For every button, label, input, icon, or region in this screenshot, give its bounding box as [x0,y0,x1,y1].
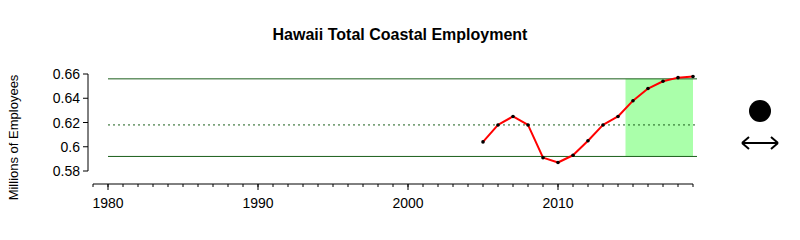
x-minor-tick [198,184,199,187]
x-tick-label: 1980 [92,195,123,211]
data-point [631,99,635,103]
highlight-range [626,79,694,157]
y-tick [83,74,88,75]
y-tick-label: 0.66 [53,66,80,82]
x-minor-tick [138,184,139,187]
x-minor-tick [678,184,679,187]
x-minor-tick [153,184,154,187]
x-minor-tick [363,184,364,187]
status-icon [749,100,771,122]
x-minor-tick [273,184,274,187]
x-minor-tick [168,184,169,187]
chart: Hawaii Total Coastal Employment Millions … [0,0,800,240]
y-tick-label: 0.64 [53,90,80,106]
data-point [526,123,530,127]
x-minor-tick [468,184,469,187]
data-point [661,79,665,83]
x-tick [258,184,259,190]
y-tick-label: 0.62 [53,115,80,131]
x-tick-label: 1990 [242,195,273,211]
data-point [496,123,500,127]
y-axis-label: Millions of Employees [6,74,21,200]
data-point [571,153,575,157]
x-minor-tick [378,184,379,187]
x-minor-tick [423,184,424,187]
x-minor-tick [393,184,394,187]
x-minor-tick [213,184,214,187]
x-tick [108,184,109,190]
x-minor-tick [228,184,229,187]
y-tick [83,171,88,172]
data-point [586,139,590,143]
plot-area [108,75,697,165]
x-minor-tick [648,184,649,187]
data-line [483,76,693,162]
x-tick [408,184,409,190]
x-minor-tick [573,184,574,187]
x-minor-tick [288,184,289,187]
y-tick-label: 0.6 [61,139,81,155]
data-point [646,87,650,91]
x-minor-tick [183,184,184,187]
reference-line [108,78,697,79]
x-minor-tick [93,184,94,187]
data-point [676,76,680,80]
x-minor-tick [123,184,124,187]
x-minor-tick [618,184,619,187]
reference-line [108,124,697,125]
x-tick-label: 2000 [392,195,423,211]
x-minor-tick [603,184,604,187]
x-minor-tick [693,184,694,187]
x-tick [558,184,559,190]
data-point [691,75,695,79]
x-minor-tick [513,184,514,187]
y-tick [83,122,88,123]
x-minor-tick [663,184,664,187]
x-minor-tick [303,184,304,187]
data-point [541,156,545,160]
x-minor-tick [453,184,454,187]
x-minor-tick [243,184,244,187]
x-minor-tick [348,184,349,187]
x-minor-tick [528,184,529,187]
data-point [601,123,605,127]
x-minor-tick [438,184,439,187]
data-point [556,161,560,165]
x-minor-tick [543,184,544,187]
data-point [511,115,515,119]
title: Hawaii Total Coastal Employment [273,26,529,43]
trend-icon [742,137,778,149]
x-tick-label: 2010 [542,195,573,211]
data-point [616,115,620,119]
data-point [481,140,485,144]
y-tick [83,98,88,99]
x-minor-tick [498,184,499,187]
x-minor-tick [318,184,319,187]
x-minor-tick [633,184,634,187]
y-tick-label: 0.58 [53,163,80,179]
reference-line [108,156,697,157]
x-minor-tick [333,184,334,187]
background [0,0,800,240]
x-minor-tick [588,184,589,187]
x-minor-tick [483,184,484,187]
y-tick [83,146,88,147]
